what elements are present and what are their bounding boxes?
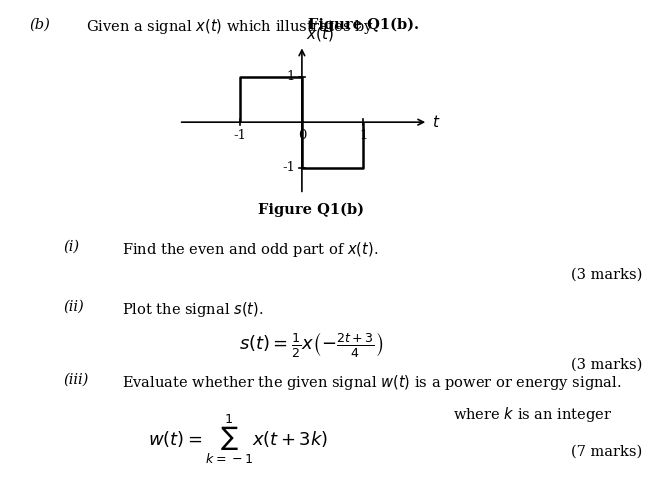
Text: -1: -1 — [282, 162, 295, 174]
Text: 0: 0 — [298, 128, 306, 141]
Text: (ii): (ii) — [63, 300, 83, 314]
Text: Figure Q1(b).: Figure Q1(b). — [308, 18, 419, 32]
Text: (b): (b) — [30, 18, 51, 32]
Text: (3 marks): (3 marks) — [571, 358, 642, 372]
Text: -1: -1 — [234, 128, 247, 141]
Text: $s(t) = \frac{1}{2}x\left(-\frac{2t+3}{4}\right)$: $s(t) = \frac{1}{2}x\left(-\frac{2t+3}{4… — [239, 330, 383, 359]
Text: where $k$ is an integer: where $k$ is an integer — [453, 405, 612, 424]
Text: Evaluate whether the given signal $w(t)$ is a power or energy signal.: Evaluate whether the given signal $w(t)$… — [122, 372, 622, 392]
Text: Given a signal $x(t)$ which illustrates by: Given a signal $x(t)$ which illustrates … — [86, 18, 374, 36]
Text: Plot the signal $s(t)$.: Plot the signal $s(t)$. — [122, 300, 264, 319]
Text: Figure Q1(b): Figure Q1(b) — [258, 202, 364, 217]
Text: 1: 1 — [287, 70, 295, 83]
Text: 1: 1 — [359, 128, 367, 141]
Text: Find the even and odd part of $x(t)$.: Find the even and odd part of $x(t)$. — [122, 240, 379, 259]
Text: (i): (i) — [63, 240, 79, 254]
Text: $t$: $t$ — [432, 114, 441, 130]
Text: (7 marks): (7 marks) — [571, 445, 642, 459]
Text: $x(t)$: $x(t)$ — [307, 25, 334, 43]
Text: $w(t) = \sum_{k=-1}^{1} x(t+3k)$: $w(t) = \sum_{k=-1}^{1} x(t+3k)$ — [148, 412, 328, 466]
Text: (iii): (iii) — [63, 372, 88, 386]
Text: (3 marks): (3 marks) — [571, 268, 642, 281]
